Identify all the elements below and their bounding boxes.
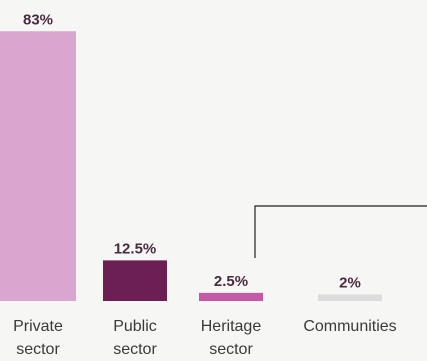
category-labels-group: Private sector Public sector Heritage sector C… (13, 318, 397, 358)
callout-line (254, 205, 427, 258)
value-label-0: 83% (23, 11, 53, 28)
value-label-1: 12.5% (114, 240, 157, 257)
category-label-3: Communities (303, 318, 396, 335)
value-label-3: 2% (339, 275, 361, 292)
value-label-2: 2.5% (214, 273, 248, 290)
bars-group (0, 31, 382, 301)
category-label-0: Private sector (13, 318, 63, 358)
bar-1 (103, 260, 167, 301)
value-labels-group: 83% 12.5% 2.5% 2% (23, 11, 361, 291)
category-label-2: Heritage sector (201, 318, 262, 358)
bar-3 (318, 294, 382, 301)
bar-0 (0, 31, 76, 301)
category-label-1: Public sector (113, 318, 157, 358)
bar-2 (199, 292, 263, 301)
